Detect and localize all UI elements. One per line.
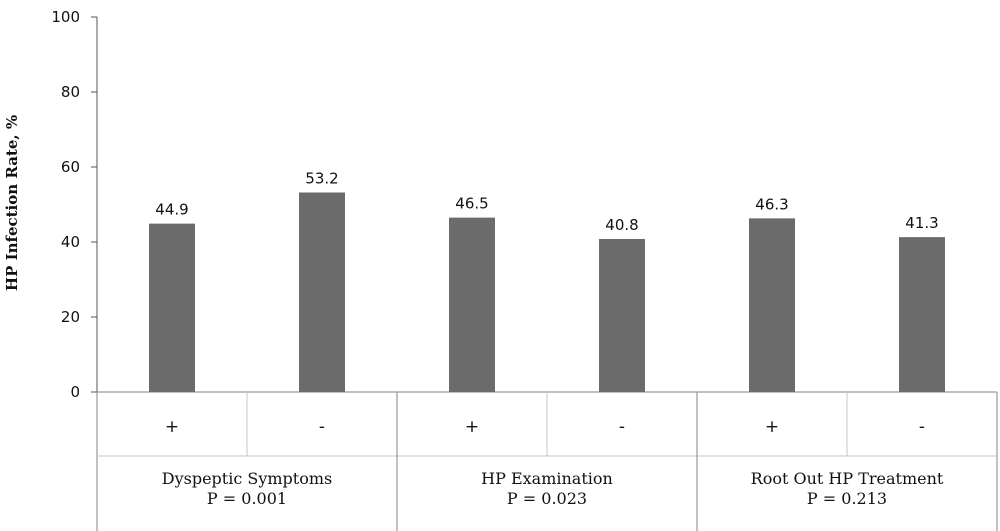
group-p-value-label: P = 0.001 <box>207 489 287 508</box>
category-sign-label: + <box>465 417 479 437</box>
axis-layer <box>91 16 998 531</box>
group-name-label: Dyspeptic Symptoms <box>162 469 332 488</box>
y-tick-label: 20 <box>61 308 80 326</box>
group-p-value-label: P = 0.213 <box>807 489 887 508</box>
bar-value-label: 53.2 <box>305 170 338 188</box>
y-tick-label: 60 <box>61 158 80 176</box>
y-tick-label: 0 <box>70 383 80 401</box>
bar-value-label: 40.8 <box>605 216 638 234</box>
bar-layer <box>149 192 945 392</box>
category-sign-label: + <box>765 417 779 437</box>
group-p-value-label: P = 0.023 <box>507 489 587 508</box>
bar <box>749 218 795 392</box>
y-axis-title: HP Infection Rate, % <box>3 115 21 291</box>
category-sign-label: + <box>165 417 179 437</box>
bar-value-label: 44.9 <box>155 201 188 219</box>
bar <box>299 192 345 392</box>
category-sign-label: - <box>319 417 325 437</box>
bar-value-label: 46.5 <box>455 195 488 213</box>
group-name-label: Root Out HP Treatment <box>751 469 944 488</box>
category-sign-label: - <box>919 417 925 437</box>
bar-value-label: 46.3 <box>755 195 788 213</box>
y-tick-label: 40 <box>61 233 80 251</box>
bar-value-label: 41.3 <box>905 214 938 232</box>
label-layer: 0 20 40 60 80 100 44.9 +53.2 - Dyspeptic Symptoms… <box>51 8 944 508</box>
category-sign-label: - <box>619 417 625 437</box>
bar <box>149 223 195 392</box>
y-tick-label: 80 <box>61 83 80 101</box>
bar <box>599 239 645 392</box>
bar <box>899 237 945 392</box>
bar <box>449 217 495 392</box>
y-tick-label: 100 <box>51 8 80 26</box>
group-name-label: HP Examination <box>481 469 613 488</box>
